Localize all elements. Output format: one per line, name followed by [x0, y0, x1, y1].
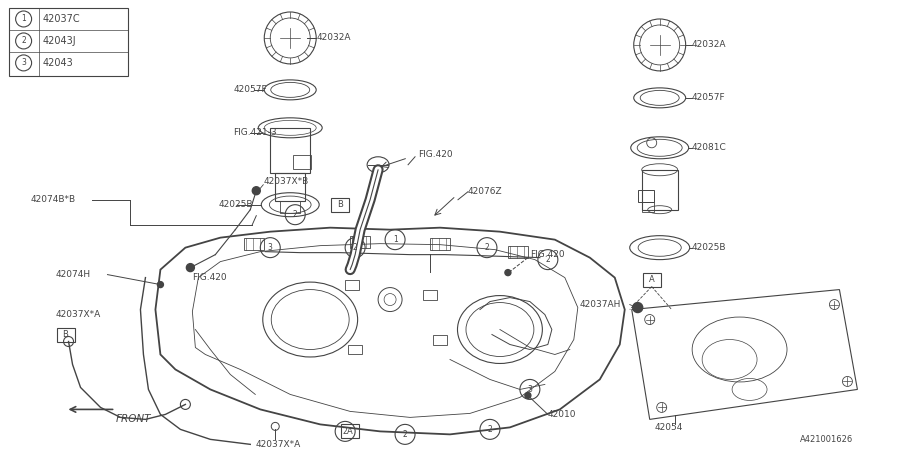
Text: 42043J: 42043J	[42, 36, 76, 46]
Bar	[341, 424, 359, 438]
Text: 42037C: 42037C	[42, 14, 80, 24]
Bar	[433, 334, 447, 345]
Bar	[642, 170, 678, 210]
Bar	[275, 173, 305, 201]
Text: 42025B: 42025B	[692, 243, 726, 252]
Text: B: B	[338, 200, 343, 209]
Bar	[9, 8, 129, 76]
Text: 2: 2	[292, 210, 298, 219]
Bar	[642, 202, 653, 211]
Text: A: A	[347, 427, 353, 436]
Circle shape	[505, 270, 511, 275]
Bar	[293, 155, 311, 169]
Text: 42074B*B: 42074B*B	[31, 195, 76, 204]
Text: FIG.420: FIG.420	[193, 273, 227, 282]
Text: 2: 2	[488, 425, 492, 434]
Text: 42037X*A: 42037X*A	[256, 440, 301, 449]
Bar	[423, 290, 437, 300]
Text: 3: 3	[268, 243, 273, 252]
Text: 42057F: 42057F	[692, 93, 725, 102]
Bar	[331, 198, 349, 212]
Bar	[244, 238, 265, 250]
Text: 42076Z: 42076Z	[468, 187, 502, 196]
Bar	[348, 345, 362, 355]
Circle shape	[525, 392, 531, 398]
Bar	[270, 128, 310, 173]
Text: 42043: 42043	[42, 58, 73, 68]
Text: A: A	[649, 275, 654, 284]
Bar	[350, 236, 370, 248]
Bar	[638, 190, 653, 202]
Bar	[346, 279, 359, 290]
Text: B: B	[63, 330, 68, 339]
Text: FRONT: FRONT	[115, 414, 151, 424]
Circle shape	[158, 282, 164, 288]
Text: 42037X*B: 42037X*B	[264, 177, 309, 186]
Text: FIG.420: FIG.420	[418, 150, 453, 159]
Bar	[643, 273, 661, 287]
Text: 42037AH: 42037AH	[580, 300, 621, 309]
Circle shape	[252, 187, 260, 195]
Text: 1: 1	[22, 14, 26, 23]
Text: 42032A: 42032A	[316, 33, 351, 42]
Text: 42010: 42010	[548, 410, 576, 419]
Text: 42074H: 42074H	[56, 270, 91, 279]
Text: FIG.420: FIG.420	[530, 250, 564, 259]
Text: 42057F: 42057F	[233, 86, 267, 94]
Text: 2: 2	[353, 243, 357, 252]
Circle shape	[633, 302, 643, 313]
Text: 42032A: 42032A	[692, 40, 726, 50]
Text: 42054: 42054	[654, 423, 683, 432]
Text: FIG.421-3: FIG.421-3	[233, 128, 277, 137]
Text: A421001626: A421001626	[799, 435, 852, 444]
Bar	[57, 328, 75, 342]
Text: 2: 2	[402, 430, 408, 439]
Circle shape	[186, 264, 194, 272]
Text: 42025B: 42025B	[219, 200, 253, 209]
Text: 1: 1	[392, 235, 398, 244]
Bar	[280, 201, 301, 213]
Bar	[508, 246, 528, 258]
Text: 2: 2	[343, 427, 347, 436]
Text: 42081C: 42081C	[692, 143, 726, 152]
Bar	[430, 238, 450, 250]
Text: 2: 2	[22, 36, 26, 45]
Text: 3: 3	[527, 385, 532, 394]
Text: 3: 3	[22, 58, 26, 68]
Text: 2: 2	[545, 255, 550, 264]
Text: 42037X*A: 42037X*A	[56, 310, 101, 319]
Text: 2: 2	[484, 243, 490, 252]
